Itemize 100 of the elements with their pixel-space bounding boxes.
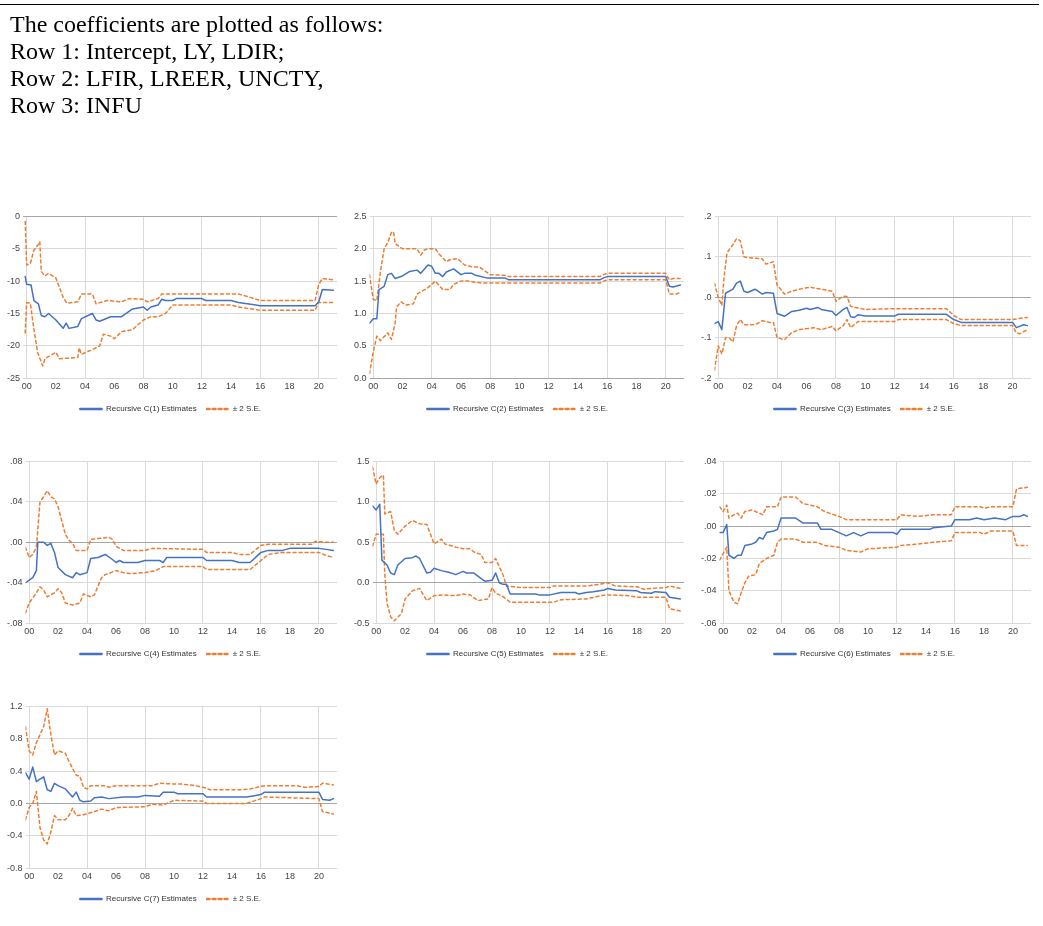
x-tick-label: 00	[713, 381, 724, 392]
y-tick-label: -.08	[6, 617, 23, 628]
x-tick-label: 08	[138, 381, 149, 392]
text: Row 3: INFU	[10, 92, 143, 119]
x-tick-label: 20	[313, 381, 324, 392]
x-tick-label: 00	[21, 381, 32, 392]
x-tick-label: 06	[805, 626, 816, 637]
x-tick-label: 02	[50, 381, 61, 392]
x-tick-label: 10	[169, 871, 180, 882]
text: The coefficients are plotted as follows:	[10, 11, 385, 38]
y-tick-label: -.1	[700, 332, 712, 343]
y-tick-label: 1.5	[354, 275, 367, 286]
y-tick-label: 0.0	[9, 797, 23, 808]
x-tick-label: 18	[284, 381, 295, 392]
x-tick-label: 14	[572, 381, 583, 392]
x-tick-label: 20	[313, 626, 324, 637]
x-tick-label: 04	[426, 381, 437, 392]
x-tick-label: 06	[111, 871, 122, 882]
x-tick-label: 18	[978, 381, 989, 392]
x-tick-label: 12	[891, 626, 902, 637]
x-tick-label: 08	[487, 626, 498, 637]
y-tick-label: 1.0	[354, 307, 367, 318]
x-tick-label: 12	[197, 871, 208, 882]
x-tick-label: 12	[543, 381, 554, 392]
x-tick-label: 16	[255, 381, 266, 392]
x-tick-label: 18	[631, 381, 642, 392]
y-tick-label: .00	[703, 520, 717, 531]
x-tick-label: 12	[197, 626, 208, 637]
x-tick-label: 16	[602, 381, 613, 392]
y-tick-label: -0.4	[6, 830, 23, 841]
legend-label: Recursive C(2) Estimates	[452, 404, 544, 414]
legend-label: Recursive C(3) Estimates	[799, 404, 891, 414]
x-tick-label: 02	[397, 381, 408, 392]
x-tick-label: 16	[255, 626, 266, 637]
line-series	[25, 551, 335, 614]
legend-label: ± 2 S.E.	[579, 649, 609, 659]
legend-label: ± 2 S.E.	[926, 649, 956, 659]
x-tick-label: 12	[196, 381, 207, 392]
x-tick-label: 10	[167, 381, 178, 392]
x-tick-label: 12	[889, 381, 900, 392]
x-tick-label: 02	[53, 626, 64, 637]
x-tick-label: 20	[313, 871, 324, 882]
y-tick-label: .2	[703, 210, 712, 221]
y-tick-label: -0.5	[353, 617, 370, 628]
y-tick-label: .0	[703, 291, 712, 302]
legend-label: Recursive C(7) Estimates	[105, 894, 197, 904]
x-tick-label: 02	[747, 626, 758, 637]
y-tick-label: 2.0	[354, 243, 367, 254]
x-tick-label: 20	[660, 381, 671, 392]
x-tick-label: 18	[631, 626, 642, 637]
x-tick-label: 10	[863, 626, 874, 637]
line-series	[25, 489, 335, 559]
y-tick-label: 0.0	[354, 372, 367, 383]
line-series	[25, 790, 335, 845]
y-tick-label: 0.8	[9, 733, 23, 744]
x-tick-label: 16	[255, 871, 266, 882]
text: Row 1: Intercept, LY, LDIR;	[10, 38, 286, 65]
y-tick-label: 2.5	[354, 210, 367, 221]
x-tick-label: 08	[140, 871, 151, 882]
line-series	[24, 220, 335, 305]
line-series	[25, 708, 335, 791]
y-tick-label: -.02	[700, 552, 717, 563]
legend-label: Recursive C(4) Estimates	[105, 649, 197, 659]
x-tick-label: 08	[140, 626, 151, 637]
x-tick-label: 18	[978, 626, 989, 637]
x-tick-label: 18	[284, 626, 295, 637]
legend-label: Recursive C(5) Estimates	[452, 649, 544, 659]
line-series	[372, 533, 682, 622]
y-tick-label: 1.0	[356, 496, 370, 507]
x-tick-label: 08	[485, 381, 496, 392]
x-tick-label: 06	[801, 381, 812, 392]
x-tick-label: 10	[169, 626, 180, 637]
line-series	[719, 486, 1029, 521]
x-tick-label: 00	[718, 626, 729, 637]
y-tick-label: -0.8	[6, 862, 23, 873]
x-tick-label: 06	[458, 626, 469, 637]
x-tick-label: 06	[109, 381, 120, 392]
y-tick-label: .1	[703, 251, 712, 262]
x-tick-label: 14	[573, 626, 584, 637]
y-tick-label: -15	[6, 307, 21, 318]
y-tick-label: .04	[703, 455, 717, 466]
line-series	[719, 530, 1029, 605]
x-tick-label: 20	[1007, 626, 1018, 637]
x-tick-label: 00	[24, 626, 35, 637]
y-tick-label: -20	[6, 340, 21, 351]
x-tick-label: 14	[226, 871, 237, 882]
x-tick-label: 00	[371, 626, 382, 637]
x-tick-label: 06	[111, 626, 122, 637]
y-tick-label: -.04	[6, 577, 23, 588]
legend-label: ± 2 S.E.	[579, 404, 609, 414]
y-tick-label: -.04	[700, 585, 717, 596]
x-tick-label: 20	[660, 626, 671, 637]
legend-label: ± 2 S.E.	[232, 404, 262, 414]
y-tick-label: -5	[11, 243, 21, 254]
x-tick-label: 04	[82, 626, 93, 637]
legend-label: Recursive C(1) Estimates	[105, 404, 197, 414]
x-tick-label: 02	[53, 871, 64, 882]
line-series	[369, 279, 682, 375]
y-tick-label: .08	[9, 455, 23, 466]
x-tick-label: 02	[742, 381, 753, 392]
